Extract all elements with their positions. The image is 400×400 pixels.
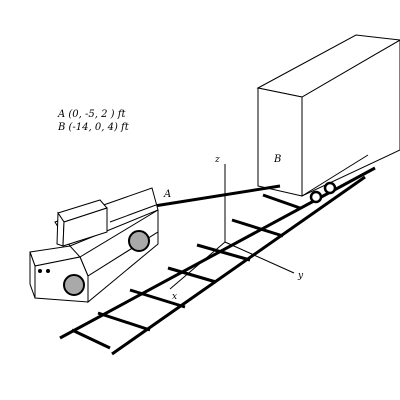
rear-wheel — [128, 230, 150, 252]
point-a-label: A — [163, 189, 171, 200]
rail-left — [59, 166, 376, 340]
rail-wheel — [309, 190, 323, 204]
front-wheel — [63, 274, 85, 296]
tie — [231, 218, 284, 238]
rail-right — [111, 175, 366, 356]
truck-wheels — [63, 230, 150, 296]
z-axis-label: z — [214, 155, 220, 165]
point-a-coordinates: A (0, -5, 2 ) ft — [57, 109, 126, 120]
tie — [167, 266, 217, 284]
railway-track — [59, 166, 376, 356]
tie — [71, 328, 111, 350]
rail-car — [256, 34, 400, 197]
y-axis-label: y — [297, 271, 304, 281]
y-axis — [224, 241, 295, 274]
tie — [262, 193, 301, 210]
railway-ties — [71, 193, 301, 350]
x-axis — [169, 241, 226, 290]
tie — [196, 243, 251, 262]
tow-cable-ab — [147, 184, 281, 209]
point-b-label: B — [273, 154, 281, 165]
rail-wheel — [323, 181, 337, 195]
truck-cab-side — [62, 207, 108, 247]
truck-headlights — [38, 269, 50, 273]
tie — [97, 311, 151, 332]
coordinate-axes — [169, 164, 295, 290]
rail-car-underframe — [301, 154, 369, 197]
tie — [129, 288, 186, 309]
point-b-coordinates: B (-14, 0, 4) ft — [57, 122, 130, 133]
truck-bed-rail — [109, 204, 157, 223]
rail-car-end — [257, 87, 303, 197]
headlight — [38, 269, 42, 273]
rail-car-wheels — [309, 181, 337, 204]
pickup-truck — [29, 187, 159, 304]
headlight — [46, 269, 50, 273]
x-axis-label: x — [172, 292, 177, 302]
